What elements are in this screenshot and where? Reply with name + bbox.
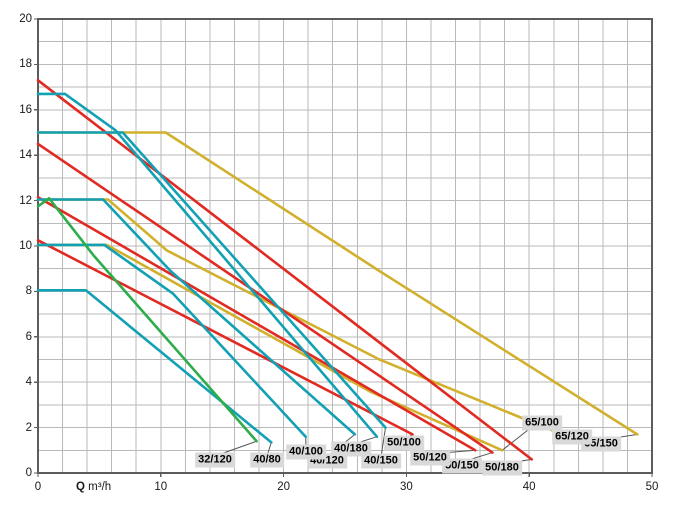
y-tick-label-14: 14 [19,149,32,162]
flow-unit: m³/h [88,481,112,493]
x-tick-label-10: 10 [154,481,168,493]
curve-label-50-100: 50/100 [384,435,424,451]
flow-symbol: Q [76,481,85,493]
curve-32-120 [36,197,258,443]
x-tick-label-50: 50 [645,481,659,493]
curve-40-80 [36,288,273,444]
y-tick-label-6: 6 [25,330,32,343]
y-tick-label-4: 4 [25,376,32,389]
curve-label-40-180: 40/180 [331,441,371,457]
x-tick-label-20: 20 [277,481,290,493]
y-tick-label-8: 8 [25,285,32,298]
curve-label-32-120: 32/120 [195,452,235,468]
curve-50-120 [36,195,477,452]
y-tick-label-0: 0 [25,467,32,479]
y-tick-label-20: 20 [19,13,32,25]
curve-40-100 [36,243,308,439]
y-tick-label-10: 10 [19,240,32,252]
curve-40-120 [36,198,357,436]
curve-50-150 [36,142,494,454]
y-tick-label-16: 16 [19,103,32,116]
y-tick-label-12: 12 [19,194,32,207]
curve-50-100 [36,239,414,436]
curve-40-180 [36,92,379,439]
curve-label-50-180: 50/180 [482,460,522,476]
y-tick-label-18: 18 [19,58,32,71]
curve-label-65-100: 65/100 [522,415,562,431]
x-tick-label-40: 40 [522,481,536,493]
curve-40-150 [36,131,387,429]
curve-label-40-100: 40/100 [286,444,326,460]
curve-label-40-150: 40/150 [361,453,401,469]
curve-label-50-120: 50/120 [410,450,450,466]
label-leader-line-40-150 [380,427,387,458]
curve-label-50-150: 50/150 [442,458,482,474]
curve-label-65-120: 65/120 [552,429,592,445]
x-tick-label-0: 0 [34,481,42,493]
x-axis-unit-label: Q m³/h [76,481,111,493]
curve-label-40-80: 40/80 [250,452,284,468]
curve-50-180 [36,79,534,461]
x-tick-label-30: 30 [399,481,413,493]
y-tick-label-2: 2 [25,421,32,434]
